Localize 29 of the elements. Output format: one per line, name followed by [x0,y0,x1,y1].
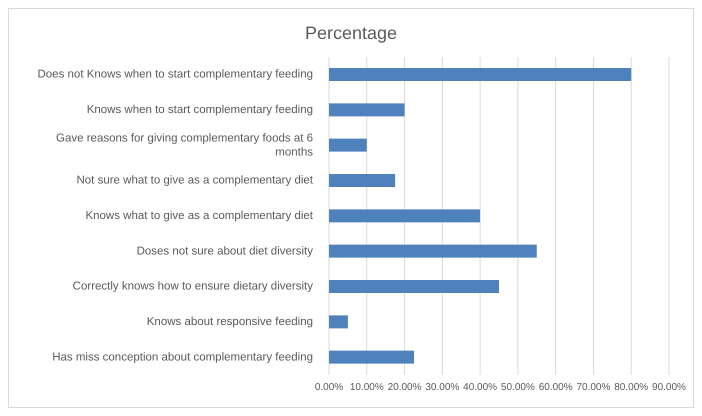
chart-title: Percentage [304,22,398,45]
bar [329,244,537,258]
y-tick-label: Knows about responsive feeding [146,316,313,328]
x-tick-label: 20.00% [388,382,422,394]
x-tick-label: 0.00% [314,382,344,394]
x-tick-label: 70.00% [576,382,611,394]
y-tick-label: Knows when to start complementary feeding [86,104,313,116]
bar [329,103,405,116]
y-tick-label: Correctly knows how to ensure dietary diversity [72,280,314,293]
bar [329,68,632,81]
bar [329,350,414,364]
y-tick-label: Not sure what to give as a complementary diet [76,174,314,187]
x-tick-label: 90.00% [652,382,686,394]
x-tick-label: 50.00% [500,382,535,394]
bar [329,315,348,328]
y-tick-label: Knows what to give as a complementary diet [85,210,314,222]
y-tick-label: Doses not sure about diet diversity [136,245,314,258]
y-tick-label: Gave reasons for giving complementary foods at 6 months [56,132,314,158]
x-tick-label: 60.00% [538,382,573,394]
y-tick-label: Does not Knows when to start complementary feeding [37,68,313,81]
bar [329,209,480,222]
x-tick-label: 10.00% [350,382,384,394]
bar [329,138,367,152]
bar [329,280,499,293]
x-tick-label: 40.00% [463,382,498,394]
x-tick-label: 80.00% [614,382,648,394]
y-tick-label: Has miss conception about complementary feeding [52,351,313,364]
x-tick-label: 30.00% [425,382,460,394]
bar [329,174,396,187]
